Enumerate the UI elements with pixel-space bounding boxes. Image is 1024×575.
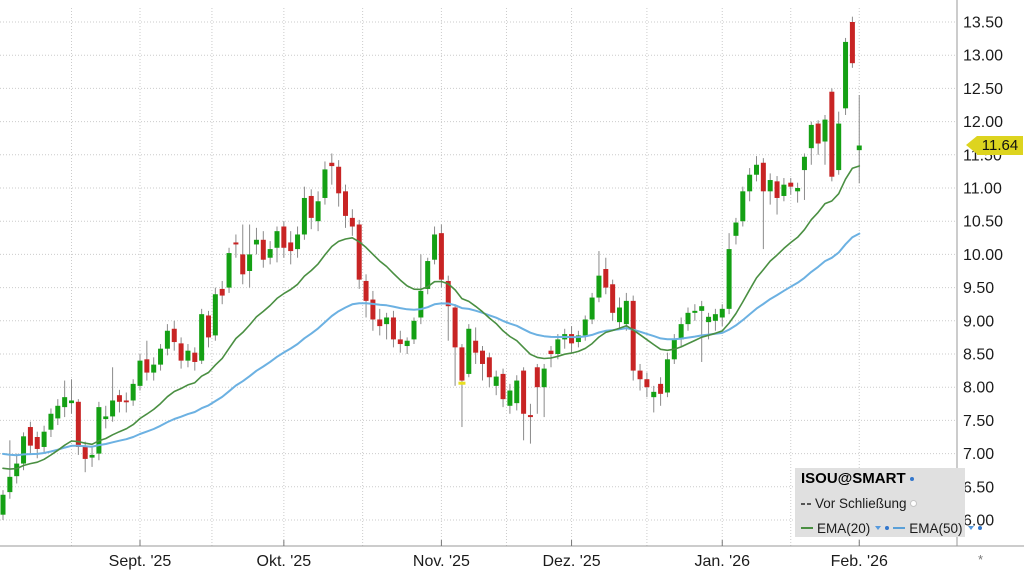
legend-row-instrument: ISOU@SMART <box>801 471 959 486</box>
svg-text:7.00: 7.00 <box>963 446 994 463</box>
svg-text:6.00: 6.00 <box>963 513 994 530</box>
ema20-handle-icon[interactable] <box>885 526 890 531</box>
ema50-line-icon <box>893 527 906 530</box>
svg-text:10.00: 10.00 <box>963 247 1003 264</box>
ema50-handle-icon[interactable] <box>977 526 982 531</box>
svg-text:12.50: 12.50 <box>963 81 1003 98</box>
svg-text:Okt. '25: Okt. '25 <box>257 553 312 570</box>
svg-text:9.00: 9.00 <box>963 313 994 330</box>
prev-close-label: Vor Schließung <box>815 496 907 511</box>
svg-text:Nov. '25: Nov. '25 <box>413 553 470 570</box>
svg-text:13.00: 13.00 <box>963 48 1003 65</box>
svg-text:9.50: 9.50 <box>963 280 994 297</box>
last-price-badge: 11.64 <box>977 136 1023 155</box>
svg-text:8.50: 8.50 <box>963 347 994 364</box>
svg-text:13.50: 13.50 <box>963 15 1003 32</box>
instrument-title: ISOU@SMART <box>801 470 906 487</box>
ema20-label: EMA(20) <box>817 520 871 536</box>
ema20-edit-icon[interactable] <box>875 526 882 531</box>
svg-text:Sept. '25: Sept. '25 <box>109 553 172 570</box>
dashed-line-icon <box>801 502 811 505</box>
svg-text:6.50: 6.50 <box>963 479 994 496</box>
svg-text:10.50: 10.50 <box>963 214 1003 231</box>
svg-text:8.00: 8.00 <box>963 380 994 397</box>
svg-text:11.00: 11.00 <box>963 181 1002 198</box>
svg-text:Feb. '26: Feb. '26 <box>831 553 888 570</box>
prev-close-handle-icon[interactable] <box>910 501 916 507</box>
svg-text:Dez. '25: Dez. '25 <box>542 553 600 570</box>
last-price-arrow-icon <box>966 136 977 154</box>
svg-text:*: * <box>978 552 983 567</box>
svg-text:Jan. '26: Jan. '26 <box>694 553 750 570</box>
ema50-edit-icon[interactable] <box>967 526 974 531</box>
chart-legend: ISOU@SMART Vor Schließung EMA(20) EMA(50… <box>795 468 982 537</box>
ema50-label: EMA(50) <box>909 520 963 536</box>
svg-text:12.00: 12.00 <box>963 114 1003 131</box>
legend-row-emas: EMA(20) EMA(50) <box>801 520 982 536</box>
legend-row-prev-close: Vor Schließung <box>801 497 959 511</box>
svg-text:7.50: 7.50 <box>963 413 994 430</box>
series-handle-icon[interactable] <box>909 476 914 481</box>
ema20-line-icon <box>801 527 813 530</box>
